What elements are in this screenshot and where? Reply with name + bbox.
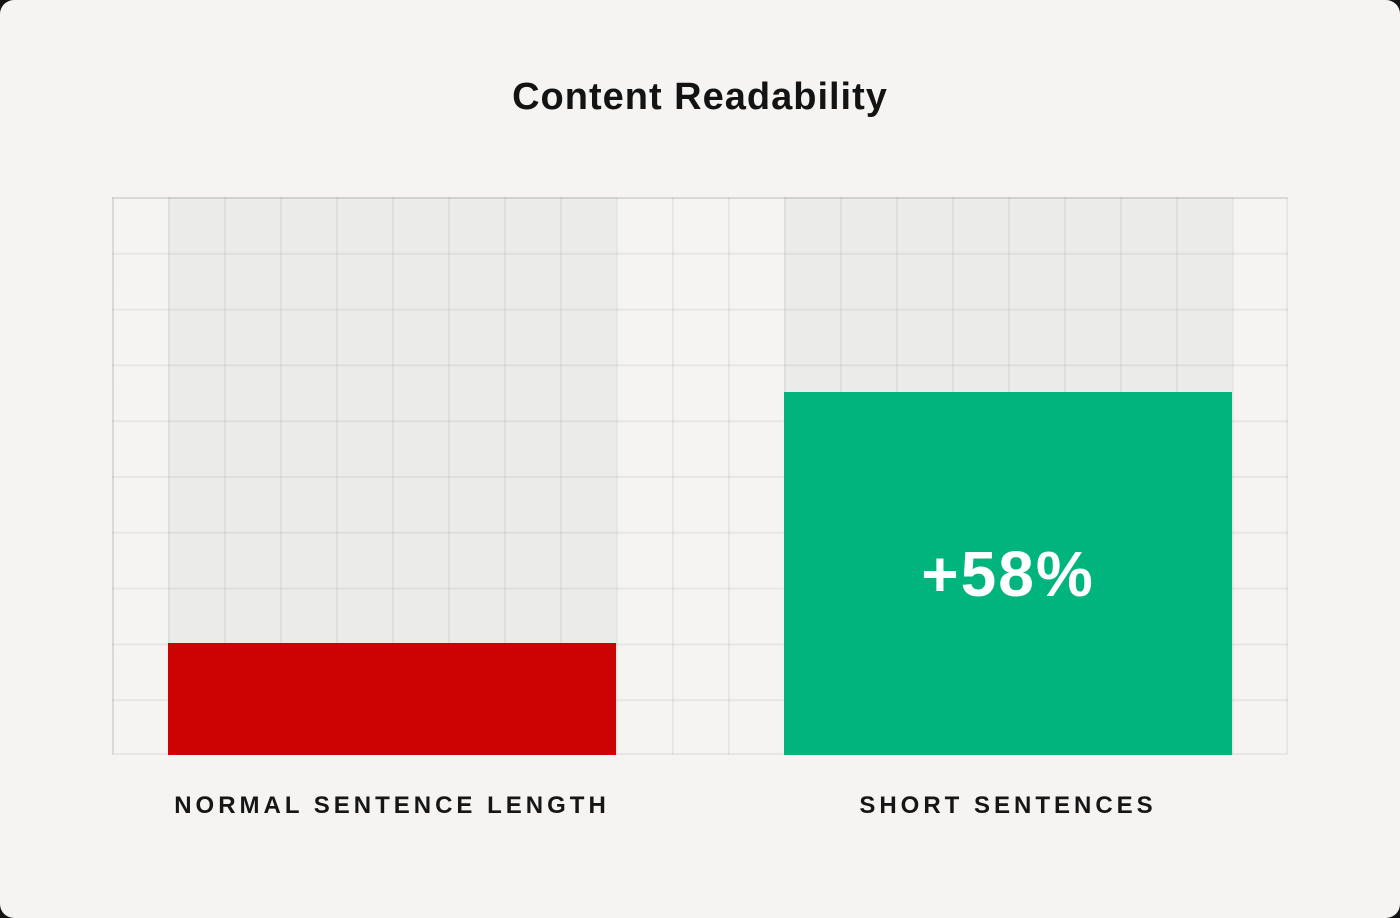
category-label-short-sentences: SHORT SENTENCES bbox=[859, 792, 1157, 819]
category-label-normal-sentence-length: NORMAL SENTENCE LENGTH bbox=[174, 792, 610, 819]
bar-normal-sentence-length bbox=[168, 643, 616, 755]
ghost-column-normal-sentence-length bbox=[168, 197, 616, 644]
chart-title: Content Readability bbox=[512, 76, 888, 118]
bar-short-sentences: +58% bbox=[784, 392, 1232, 755]
ghost-column-short-sentences bbox=[784, 197, 1232, 393]
grid-border bbox=[112, 197, 1288, 755]
chart-grid: +58% bbox=[112, 197, 1288, 755]
bar-value-label: +58% bbox=[921, 537, 1095, 610]
